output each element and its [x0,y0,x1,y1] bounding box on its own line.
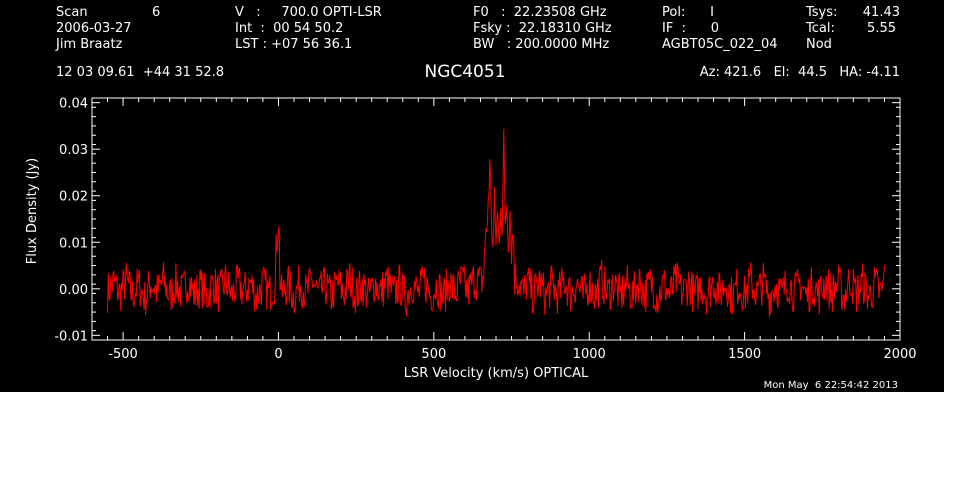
if-line: IF : 0 [662,21,720,36]
rest-frequency-line: F0 : 22.23508 GHz [473,5,607,20]
x-tick-label: 1500 [728,347,761,362]
x-axis-label: LSR Velocity (km/s) OPTICAL [404,366,589,381]
y-tick-label: 0.04 [59,97,88,112]
tsys-value: 41.43 [862,5,900,20]
x-tick-label: 0 [274,347,282,362]
tsys-label: Tsys: [806,5,838,20]
y-tick-label: 0.02 [59,190,88,205]
project-id: AGBT05C_022_04 [662,37,778,52]
tcal-label: Tcal: [806,21,835,36]
integration-line: Int : 00 54 50.2 [235,21,344,36]
x-tick-label: 1000 [573,347,606,362]
plot-frame [91,97,901,341]
plot-timestamp: Mon May 6 22:54:42 2013 [763,380,898,391]
tcal-value: 5.55 [867,21,896,36]
az-el-ha: Az: 421.6 El: 44.5 HA: -4.11 [699,65,900,80]
y-axis-label: Flux Density (Jy) [25,158,40,264]
scan-number: 6 [152,5,161,20]
velocity-line: V : 700.0 OPTI-LSR [235,5,382,20]
scan-label: Scan [56,5,88,20]
y-tick-label: 0.00 [59,283,88,298]
observation-date: 2006-03-27 [56,21,132,36]
polarization-line: Pol: I [662,5,714,20]
y-tick-label: 0.01 [59,236,88,251]
source-name: NGC4051 [424,62,506,82]
x-tick-label: 500 [421,347,446,362]
observing-mode: Nod [806,37,832,52]
x-tick-label: -500 [108,347,138,362]
lst-line: LST : +07 56 36.1 [235,37,353,52]
bandwidth-line: BW : 200.0000 MHz [473,37,610,52]
spectrum-chart: -500 0 500 1000 1500 2000 -0.01 0.00 0.01 0.02 0.0… [25,97,917,381]
y-tick-label: 0.03 [59,143,88,158]
y-tick-label: -0.01 [54,329,88,344]
spectrum-series-line [107,128,885,318]
observer-name: Jim Braatz [56,37,123,52]
source-coordinates: 12 03 09.61 +44 31 52.8 [56,65,225,80]
plot-panel: Scan 6 2006-03-27 Jim Braatz V : 700.0 O… [0,0,944,392]
sky-frequency-line: Fsky : 22.18310 GHz [473,21,612,36]
x-tick-label: 2000 [883,347,916,362]
